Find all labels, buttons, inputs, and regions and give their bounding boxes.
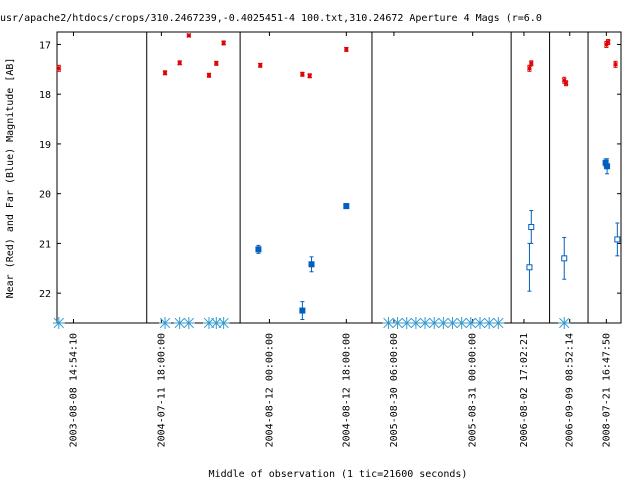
near-magnitude-point: [299, 71, 305, 77]
far-magnitude-point: [343, 203, 350, 210]
near-magnitude-point: [613, 61, 618, 67]
x-tick-label: 2006-08-02 17:02:21: [519, 333, 530, 447]
x-tick-label: 2006-09-09 08:52:14: [565, 333, 576, 447]
chart-title: usr/apache2/htdocs/crops/310.2467239,-0.…: [0, 13, 542, 24]
near-magnitude-point: [343, 46, 349, 52]
near-magnitude-point: [563, 80, 569, 86]
x-tick-label: 2005-08-30 06:00:00: [389, 333, 400, 447]
y-axis-label: Near (Red) and Far (Blue) Magnitude [AB]: [5, 58, 16, 299]
plot-area: 17 18 19 20 21 22 2003-08-08 14:54:10 2004-07-1…: [39, 31, 622, 447]
x-tick-label: 2004-08-12 00:00:00: [264, 333, 275, 447]
near-magnitude-point: [177, 60, 183, 66]
far-magnitude-point: [299, 307, 306, 314]
x-tick-label: 2004-08-12 18:00:00: [341, 333, 352, 447]
far-magnitude-point: [528, 223, 535, 230]
upper-limit-marker: [182, 317, 195, 329]
near-magnitude-point: [186, 33, 192, 38]
near-magnitude-point: [527, 65, 532, 71]
near-magnitude-point: [56, 65, 62, 71]
upper-limit-marker: [483, 317, 496, 329]
y-tick-label: 22: [39, 289, 51, 300]
near-magnitude-point: [206, 72, 212, 78]
upper-limit-marker: [558, 317, 571, 329]
near-magnitude-point: [162, 70, 168, 76]
far-magnitude-point: [614, 236, 621, 243]
plot-frame: [56, 31, 622, 324]
near-magnitude-point: [257, 62, 263, 68]
far-magnitude-point: [526, 264, 533, 271]
far-magnitude-point: [561, 255, 568, 262]
near-magnitude-point: [213, 60, 219, 66]
far-magnitude-point: [308, 261, 315, 268]
near-magnitude-point: [528, 60, 534, 66]
x-tick-label: 2004-07-11 18:00:00: [156, 333, 167, 447]
x-tick-label: 2005-08-31 00:00:00: [468, 333, 479, 447]
upper-limit-marker: [210, 317, 223, 329]
upper-limit-marker: [52, 317, 65, 329]
x-axis-label: Middle of observation (1 tic=21600 secon…: [209, 469, 468, 480]
x-tick-label: 2003-08-08 14:54:10: [68, 333, 79, 447]
y-tick-label: 17: [39, 40, 51, 51]
near-magnitude-point: [221, 40, 227, 46]
y-tick-label: 18: [39, 90, 51, 101]
y-tick-label: 21: [39, 239, 51, 250]
upper-limit-marker: [409, 317, 422, 329]
y-tick-label: 20: [39, 190, 51, 201]
upper-limit-marker: [159, 317, 172, 329]
y-tick-label: 19: [39, 140, 51, 151]
near-magnitude-point: [605, 39, 611, 45]
far-magnitude-point: [255, 246, 262, 253]
near-magnitude-point: [307, 73, 313, 79]
x-tick-label: 2008-07-21 16:47:50: [601, 333, 612, 447]
upper-limit-marker: [400, 317, 413, 329]
far-magnitude-point: [604, 163, 611, 170]
upper-limit-marker: [492, 317, 505, 329]
upper-limit-marker: [217, 317, 230, 329]
